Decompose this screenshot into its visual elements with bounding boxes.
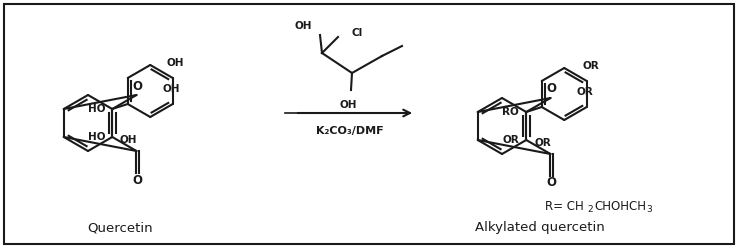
Text: OH: OH [339, 100, 356, 110]
Text: Alkylated quercetin: Alkylated quercetin [475, 221, 605, 235]
Text: OH: OH [162, 84, 179, 94]
Text: 2: 2 [587, 206, 593, 215]
Text: O: O [133, 80, 142, 93]
Text: OR: OR [582, 61, 599, 71]
Text: 3: 3 [646, 206, 652, 215]
Text: CHOHCH: CHOHCH [594, 199, 646, 213]
Text: Quercetin: Quercetin [87, 221, 153, 235]
Text: OR: OR [576, 87, 593, 97]
Text: OH: OH [166, 58, 184, 68]
Text: O: O [547, 177, 556, 189]
Text: O: O [547, 83, 556, 95]
Text: Cl: Cl [352, 28, 363, 38]
Text: K₂CO₃/DMF: K₂CO₃/DMF [316, 126, 384, 136]
Text: OH: OH [294, 21, 312, 31]
Text: R= CH: R= CH [545, 199, 584, 213]
Text: OH: OH [120, 135, 137, 145]
Text: O: O [133, 174, 142, 186]
Text: OR: OR [503, 135, 520, 145]
Text: HO: HO [88, 104, 106, 114]
Text: OR: OR [534, 138, 551, 148]
Text: RO: RO [503, 107, 520, 117]
Text: HO: HO [88, 132, 106, 142]
